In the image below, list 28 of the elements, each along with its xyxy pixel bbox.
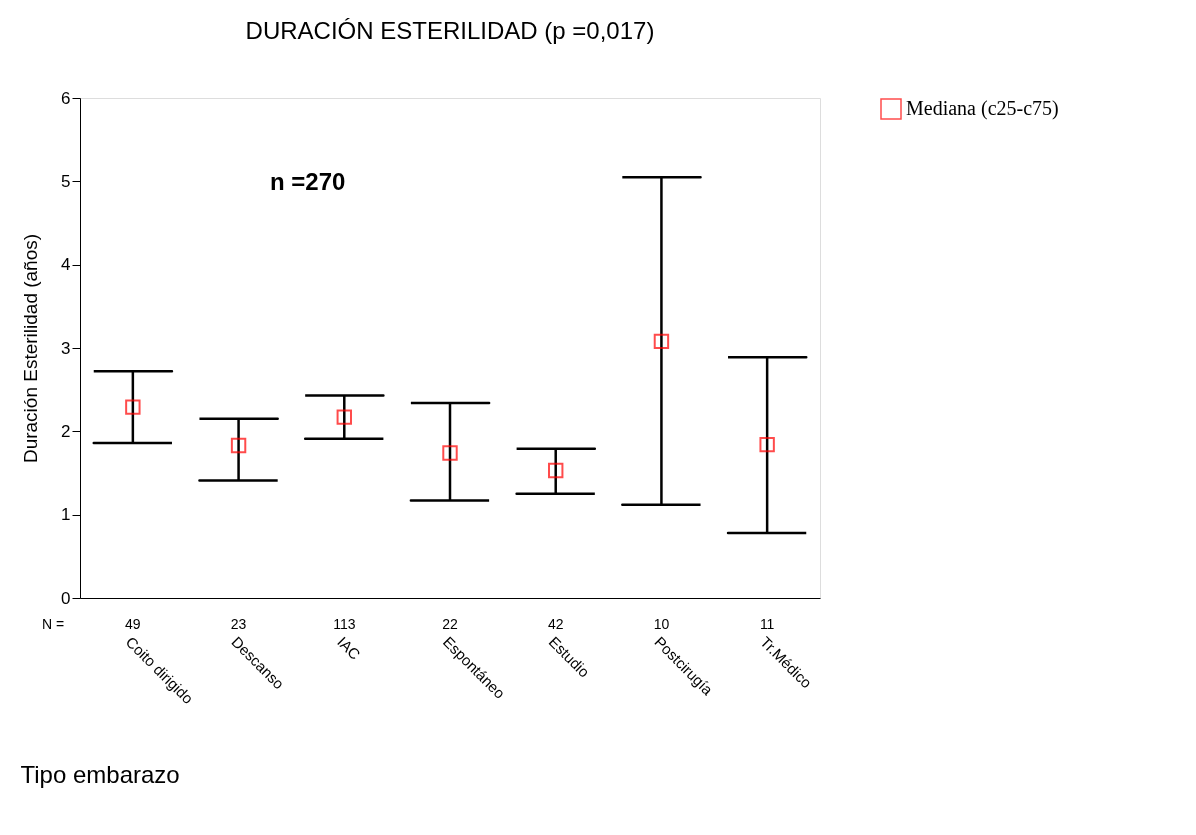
y-tick-label: 6 <box>61 88 71 108</box>
text: 113 <box>333 616 356 632</box>
text: 10 <box>653 616 670 632</box>
y-tick-label: 0 <box>61 588 71 608</box>
point <box>336 409 352 425</box>
point <box>442 445 458 461</box>
text: 23 <box>230 616 247 632</box>
y-tick-label: 2 <box>61 421 71 441</box>
x-tick-label: IAC <box>334 633 364 663</box>
point <box>125 399 141 415</box>
y-tick-label: 4 <box>61 255 71 275</box>
y-axis-title: Duración Esterilidad (años) <box>20 233 42 464</box>
point <box>230 437 247 454</box>
text: 42 <box>547 616 564 632</box>
y-tick-label: 3 <box>61 338 71 358</box>
text: 49 <box>125 616 141 632</box>
chart-title: DURACIÓN ESTERILIDAD (p =0,017) <box>245 17 655 44</box>
annotation: n =270 <box>270 168 346 195</box>
legend-label: Mediana (c25-c75) <box>906 97 1059 120</box>
text: 22 <box>442 616 458 632</box>
text: 11 <box>759 616 775 632</box>
text: N = <box>42 616 65 632</box>
point <box>653 333 670 350</box>
point <box>759 436 775 453</box>
y-tick-label: 5 <box>61 171 71 191</box>
y-tick-label: 1 <box>61 505 71 525</box>
x-axis-title: Tipo embarazo <box>20 760 180 788</box>
point <box>548 462 564 479</box>
